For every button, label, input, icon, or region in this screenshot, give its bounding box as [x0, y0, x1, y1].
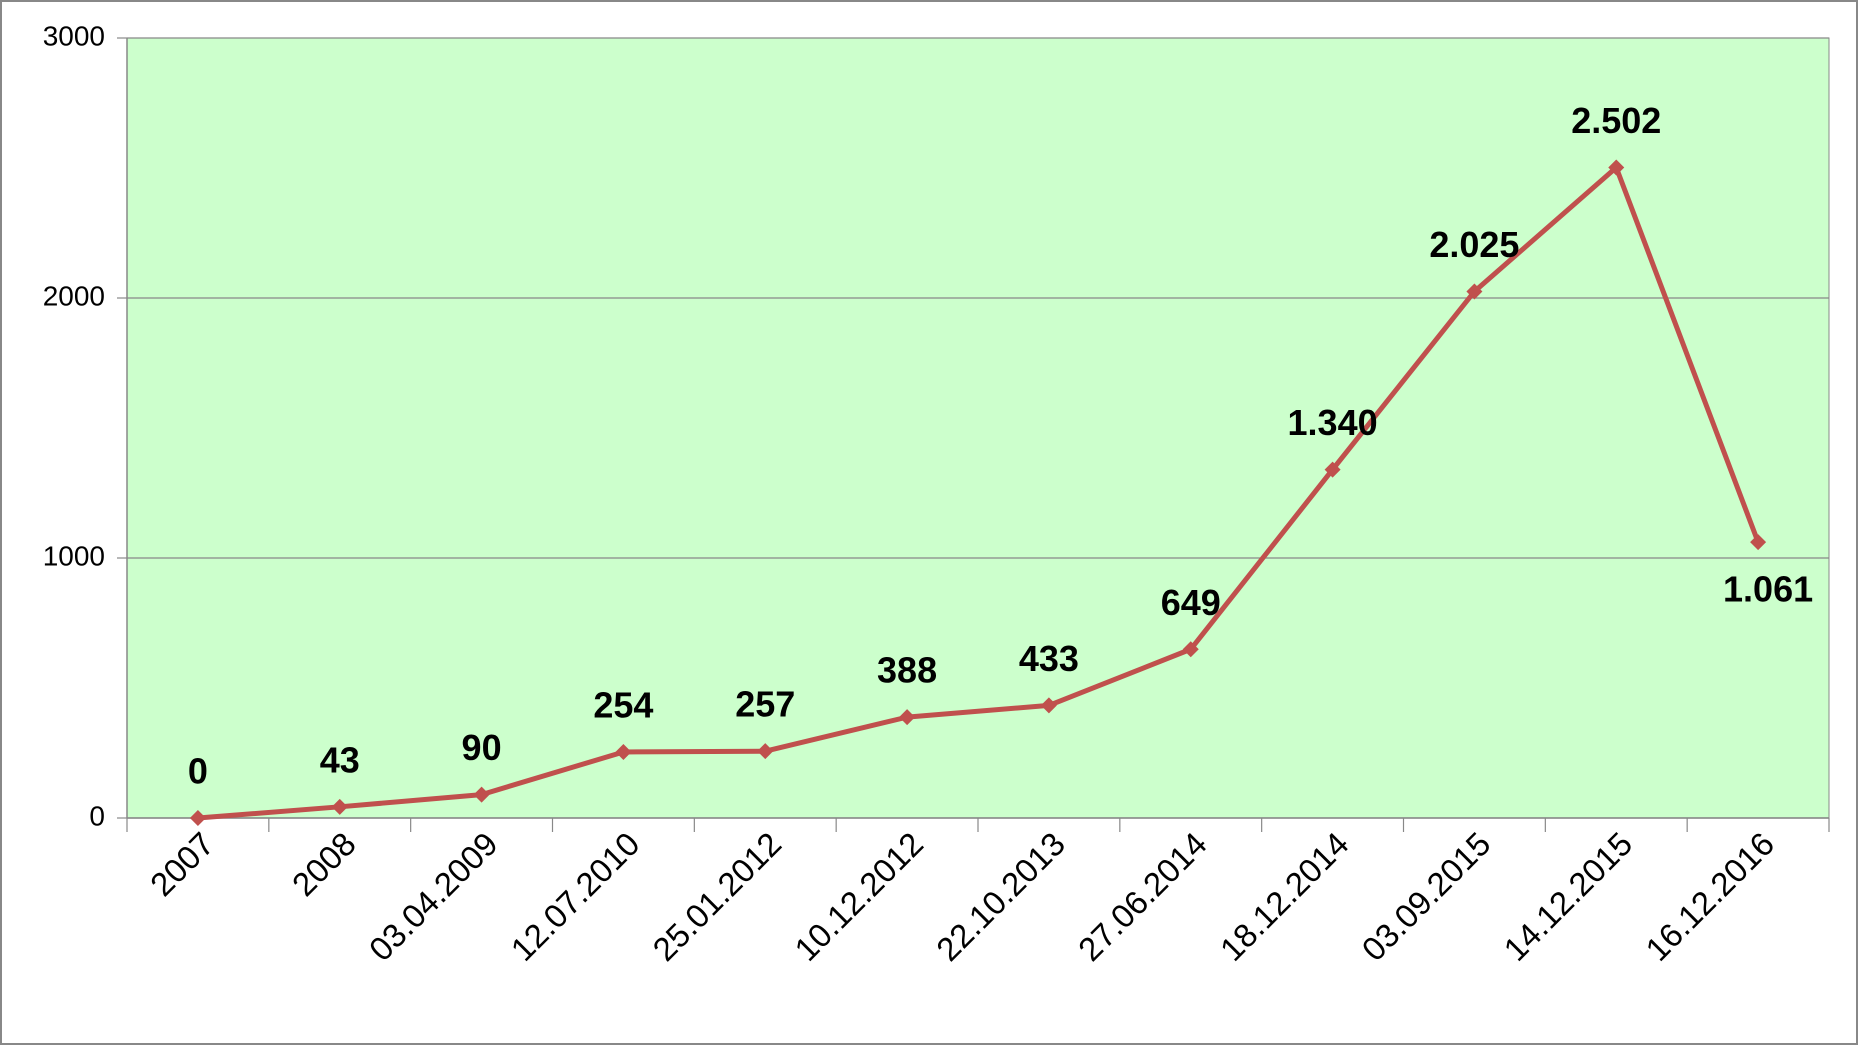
- point-marker: [1750, 534, 1767, 551]
- point-marker: [1608, 159, 1625, 176]
- point-marker: [1324, 461, 1341, 478]
- data-label: 257: [735, 684, 795, 725]
- y-tick-label: 0: [89, 800, 105, 831]
- y-tick-label: 1000: [43, 540, 105, 571]
- plot-area: [126, 37, 1830, 819]
- point-marker: [331, 798, 348, 815]
- point-marker: [899, 709, 916, 726]
- point-marker: [1466, 283, 1483, 300]
- y-tick-label: 2000: [43, 280, 105, 311]
- data-label: 433: [1019, 638, 1079, 679]
- data-label: 0: [188, 751, 208, 792]
- data-label: 1.061: [1723, 569, 1813, 610]
- point-marker: [473, 786, 490, 803]
- point-marker: [1040, 697, 1057, 714]
- data-label: 388: [877, 650, 937, 691]
- data-label: 1.340: [1288, 402, 1378, 443]
- data-label: 43: [320, 739, 360, 780]
- data-label: 254: [593, 684, 653, 725]
- y-tick-label: 3000: [43, 20, 105, 51]
- data-label: 90: [462, 727, 502, 768]
- point-marker: [189, 810, 206, 826]
- data-label: 2.502: [1571, 100, 1661, 141]
- series-line: [197, 164, 1761, 821]
- point-marker: [615, 743, 632, 760]
- point-marker: [1182, 641, 1199, 658]
- data-label: 649: [1161, 582, 1221, 623]
- point-marker: [757, 743, 774, 760]
- data-label: 2.025: [1429, 224, 1519, 265]
